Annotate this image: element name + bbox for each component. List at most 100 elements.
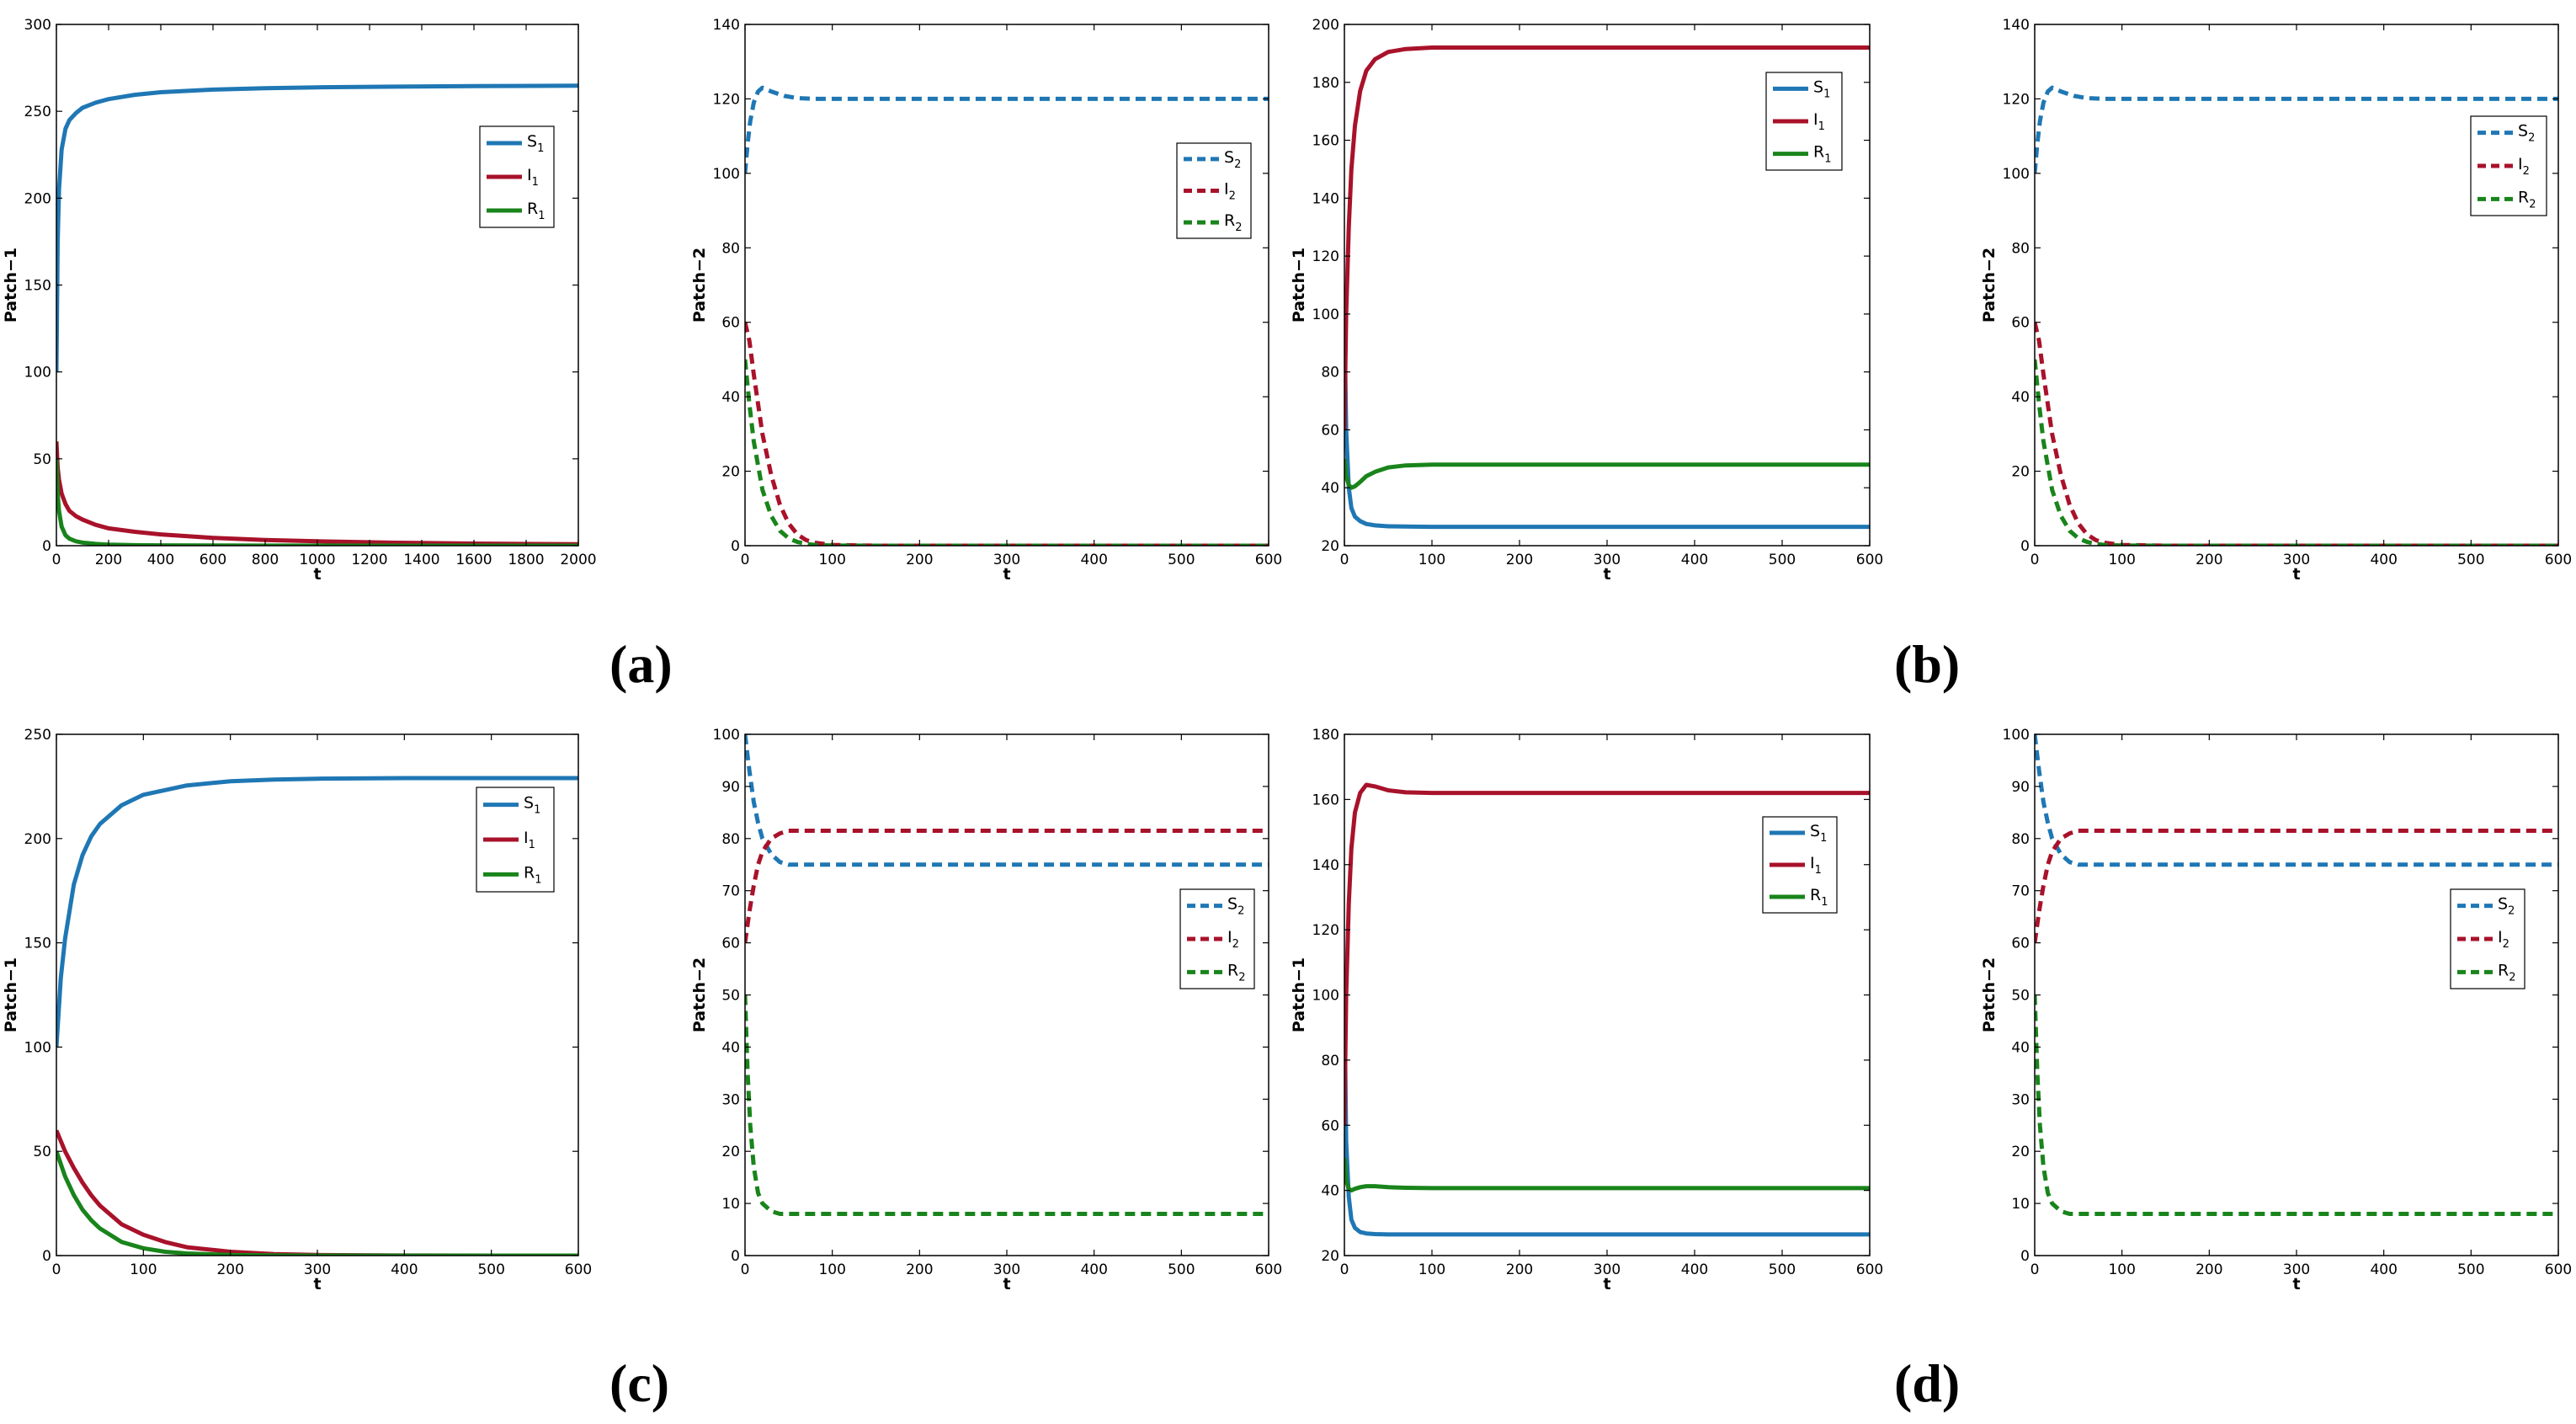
y-axis-label: Patch−1 [1290, 957, 1308, 1032]
y-tick-label: 40 [1321, 480, 1339, 497]
legend-label-R1: R1 [527, 200, 545, 222]
x-tick-label: 600 [1255, 1261, 1282, 1278]
series-line-R2 [745, 359, 1269, 546]
y-tick-label: 50 [33, 451, 51, 468]
legend-label-I1: I1 [524, 829, 535, 851]
x-tick-label: 300 [304, 1261, 331, 1278]
x-tick-label: 2000 [560, 552, 596, 568]
y-tick-label: 80 [2011, 831, 2030, 848]
legend-label-R2: R2 [2498, 961, 2515, 984]
x-tick-label: 300 [993, 552, 1020, 568]
legend: S2 I2 R2 [2470, 115, 2547, 216]
y-tick-label: 100 [24, 1039, 51, 1056]
x-tick-label: 1000 [299, 552, 335, 568]
series-line-R2 [745, 995, 1269, 1216]
y-tick-label: 30 [2011, 1091, 2030, 1108]
y-tick-label: 160 [1312, 792, 1339, 808]
y-tick-label: 20 [721, 464, 740, 481]
y-tick-label: 140 [2003, 17, 2030, 34]
y-axis-label: Patch−2 [1980, 248, 1999, 323]
axes-frame [1344, 733, 1871, 1256]
x-axis-label: t [2292, 565, 2300, 584]
legend: S2 I2 R2 [1176, 142, 1252, 239]
series-group [745, 85, 1269, 546]
x-axis-label: t [1003, 1275, 1010, 1293]
y-tick-label: 70 [2011, 883, 2030, 900]
legend-label-S2: S2 [2518, 122, 2535, 145]
axes-frame [56, 24, 579, 547]
x-tick-label: 100 [2108, 1261, 2135, 1278]
x-tick-label: 400 [2370, 552, 2397, 568]
x-tick-label: 300 [1594, 552, 1621, 568]
x-tick-label: 600 [200, 552, 226, 568]
y-tick-label: 50 [2011, 988, 2030, 1005]
legend: S1 I1 R1 [476, 787, 555, 893]
y-tick-label: 80 [1321, 365, 1339, 381]
y-tick-label: 150 [24, 936, 51, 952]
panel-label-d: (d) [1894, 1353, 1961, 1413]
legend-label-R1: R1 [524, 863, 541, 886]
x-tick-label: 100 [2108, 552, 2135, 568]
y-tick-label: 0 [42, 1248, 51, 1265]
x-tick-label: 600 [1856, 1261, 1883, 1278]
series-line-I2 [2035, 322, 2558, 546]
x-tick-label: 200 [216, 1261, 243, 1278]
y-tick-label: 60 [721, 315, 740, 332]
y-axis-label: Patch−2 [690, 957, 709, 1032]
x-tick-label: 300 [993, 1261, 1020, 1278]
x-tick-label: 200 [2195, 1261, 2222, 1278]
legend-label-I1: I1 [527, 166, 539, 189]
y-tick-label: 100 [713, 166, 740, 183]
legend: S2 I2 R2 [2450, 888, 2525, 989]
y-tick-label: 50 [33, 1144, 51, 1160]
series-line-S2 [2035, 85, 2558, 174]
series-line-S2 [2035, 734, 2558, 867]
x-tick-label: 300 [2283, 1261, 2310, 1278]
axes-frame [744, 733, 1269, 1256]
series-line-S1 [56, 83, 578, 372]
y-tick-label: 40 [721, 389, 740, 406]
y-tick-label: 200 [1312, 17, 1339, 34]
x-tick-label: 0 [1340, 552, 1349, 568]
y-tick-label: 0 [2020, 1248, 2030, 1265]
y-tick-label: 100 [1312, 988, 1339, 1005]
x-tick-label: 500 [477, 1261, 504, 1278]
series-line-S1 [1344, 995, 1870, 1237]
x-tick-label: 400 [147, 552, 174, 568]
y-tick-label: 200 [24, 831, 51, 848]
x-tick-label: 0 [52, 552, 61, 568]
y-tick-label: 100 [24, 365, 51, 381]
x-tick-label: 100 [818, 552, 845, 568]
legend: S2 I2 R2 [1179, 888, 1255, 989]
y-tick-label: 120 [2003, 91, 2030, 108]
x-tick-label: 200 [906, 552, 933, 568]
series-line-R2 [2035, 995, 2558, 1216]
y-tick-label: 80 [1321, 1053, 1339, 1069]
x-tick-label: 500 [2457, 552, 2484, 568]
y-tick-label: 80 [721, 240, 740, 257]
x-tick-label: 800 [252, 552, 279, 568]
x-tick-label: 500 [1168, 1261, 1195, 1278]
x-tick-label: 300 [2283, 552, 2310, 568]
x-tick-label: 600 [2545, 1261, 2572, 1278]
x-tick-label: 0 [52, 1261, 61, 1278]
y-tick-label: 20 [721, 1144, 740, 1160]
series-line-I2 [745, 829, 1269, 943]
chart-4: 0 100 200 300 400 500 600 0 20 40 60 80 100 120 140 t Pa… [1980, 17, 2572, 584]
y-axis-label: Patch−1 [2, 957, 20, 1032]
legend-label-R2: R2 [1227, 961, 1245, 984]
x-tick-label: 200 [1506, 1261, 1533, 1278]
y-tick-label: 160 [1312, 133, 1339, 150]
series-group [2035, 734, 2558, 1216]
x-tick-label: 1200 [351, 552, 387, 568]
y-tick-label: 20 [2011, 1144, 2030, 1160]
y-tick-label: 40 [721, 1039, 740, 1056]
x-tick-label: 400 [1080, 1261, 1107, 1278]
x-tick-label: 200 [95, 552, 122, 568]
y-tick-label: 60 [1321, 422, 1339, 439]
legend-label-R1: R1 [1813, 143, 1831, 166]
y-axis-label: Patch−1 [2, 248, 20, 323]
series-line-R1 [56, 1150, 578, 1256]
x-axis-label: t [313, 565, 321, 584]
x-tick-label: 600 [2545, 552, 2572, 568]
